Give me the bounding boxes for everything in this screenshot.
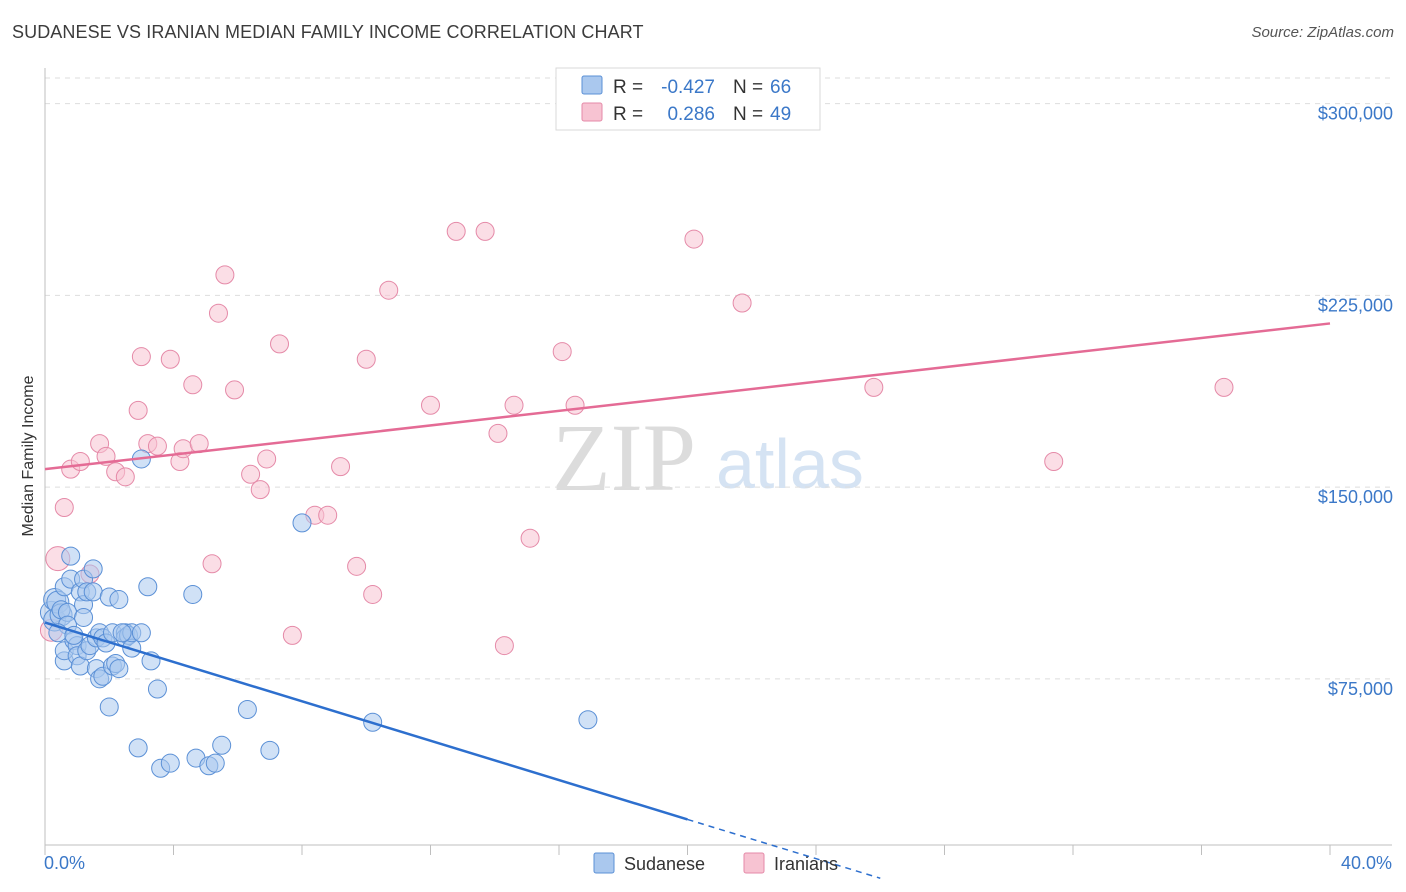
chart-title: SUDANESE VS IRANIAN MEDIAN FAMILY INCOME…: [12, 22, 644, 42]
series-legend: Sudanese Iranians: [593, 852, 838, 874]
sudanese-trend-line: [44, 621, 688, 821]
iranians-point: [488, 423, 508, 443]
watermark-zip: ZIP: [552, 404, 696, 511]
sudanese-point: [138, 577, 158, 597]
legend-r-label-2: R =: [613, 104, 643, 125]
sudanese-point: [183, 584, 203, 604]
legend-n-label-2: N =: [733, 104, 763, 125]
y-axis-title: Median Family Income: [20, 375, 37, 536]
sudanese-point: [160, 753, 180, 773]
iranians-point: [494, 636, 514, 656]
iranians-point: [363, 584, 383, 604]
iranians-point: [331, 457, 351, 477]
sudanese-point: [260, 740, 280, 760]
iranians-point: [208, 303, 228, 323]
iranians-point: [115, 467, 135, 487]
sudanese-point: [128, 738, 148, 758]
iranians-point: [565, 395, 585, 415]
legend-n-value-2: 49: [770, 104, 791, 125]
bottom-legend-label-iranians: Iranians: [774, 854, 838, 874]
legend-n-label-1: N =: [733, 77, 763, 98]
bottom-legend-swatch-iranians: [743, 852, 765, 874]
iranians-point: [318, 505, 338, 525]
watermark-atlas: atlas: [716, 425, 864, 503]
iranians-point: [475, 221, 495, 241]
iranians-point: [250, 480, 270, 500]
iranians-point: [732, 293, 752, 313]
iranians-point: [504, 395, 524, 415]
iranians-point: [70, 452, 90, 471]
sudanese-point: [212, 735, 232, 755]
sudanese-point: [83, 559, 103, 579]
iranians-point: [257, 449, 277, 469]
iranians-point: [356, 349, 376, 369]
sudanese-point: [205, 753, 225, 773]
iranians-point: [1214, 377, 1234, 397]
iranians-point: [202, 554, 222, 574]
stats-legend: R = -0.427 N = 66 R = 0.286 N = 49: [555, 67, 821, 131]
x-ticks: [44, 845, 1331, 855]
legend-r-label-1: R =: [613, 77, 643, 98]
bottom-legend-label-sudanese: Sudanese: [624, 854, 705, 874]
sudanese-point: [109, 659, 129, 679]
sudanese-points: [39, 449, 598, 778]
iranians-point: [446, 221, 466, 241]
iranians-point: [131, 347, 151, 367]
grid-lines: [45, 77, 1392, 680]
sudanese-trend-extension: [687, 818, 881, 879]
iranians-point: [379, 280, 399, 300]
source-label: Source: ZipAtlas.com: [1251, 24, 1394, 41]
legend-n-value-1: 66: [770, 77, 791, 98]
x-tick-label-max: 40.0%: [1341, 853, 1392, 873]
sudanese-point: [237, 699, 257, 719]
iranians-point: [160, 349, 180, 369]
iranians-point: [183, 375, 203, 395]
x-tick-label-min: 0.0%: [44, 853, 85, 873]
y-tick-label: $300,000: [1318, 104, 1393, 124]
iranians-point: [54, 498, 74, 518]
y-tick-label: $150,000: [1318, 487, 1393, 507]
y-tick-label: $75,000: [1328, 679, 1393, 699]
iranians-trend-line: [44, 322, 1331, 471]
iranians-point: [215, 265, 235, 285]
iranians-point: [1044, 452, 1064, 471]
sudanese-point: [147, 679, 167, 699]
legend-swatch-sudanese: [581, 75, 603, 95]
legend-r-value-2: 0.286: [667, 104, 715, 125]
iranians-point: [128, 400, 148, 420]
iranians-point: [347, 556, 367, 576]
trend-lines: [44, 322, 1331, 879]
iranians-point: [270, 334, 290, 354]
legend-swatch-iranians: [581, 102, 603, 122]
iranians-point: [520, 528, 540, 548]
iranians-point: [147, 436, 167, 456]
iranians-point: [552, 342, 572, 362]
sudanese-point: [112, 623, 132, 643]
bottom-legend-swatch-sudanese: [593, 852, 615, 874]
sudanese-point: [61, 546, 81, 566]
iranians-point: [864, 377, 884, 397]
iranians-point: [282, 625, 302, 645]
iranians-point: [241, 464, 261, 484]
sudanese-point: [99, 697, 119, 717]
sudanese-point: [131, 623, 151, 643]
iranians-point: [421, 395, 440, 415]
iranians-point: [684, 229, 704, 249]
iranians-point: [225, 380, 245, 400]
sudanese-point: [109, 590, 129, 610]
sudanese-point: [292, 513, 312, 533]
sudanese-point: [74, 607, 94, 627]
legend-r-value-1: -0.427: [661, 77, 715, 98]
sudanese-point: [578, 710, 598, 730]
y-tick-label: $225,000: [1318, 295, 1393, 315]
sudanese-point: [83, 582, 103, 602]
y-tick-labels: $75,000 $150,000 $225,000 $300,000: [1318, 104, 1393, 699]
